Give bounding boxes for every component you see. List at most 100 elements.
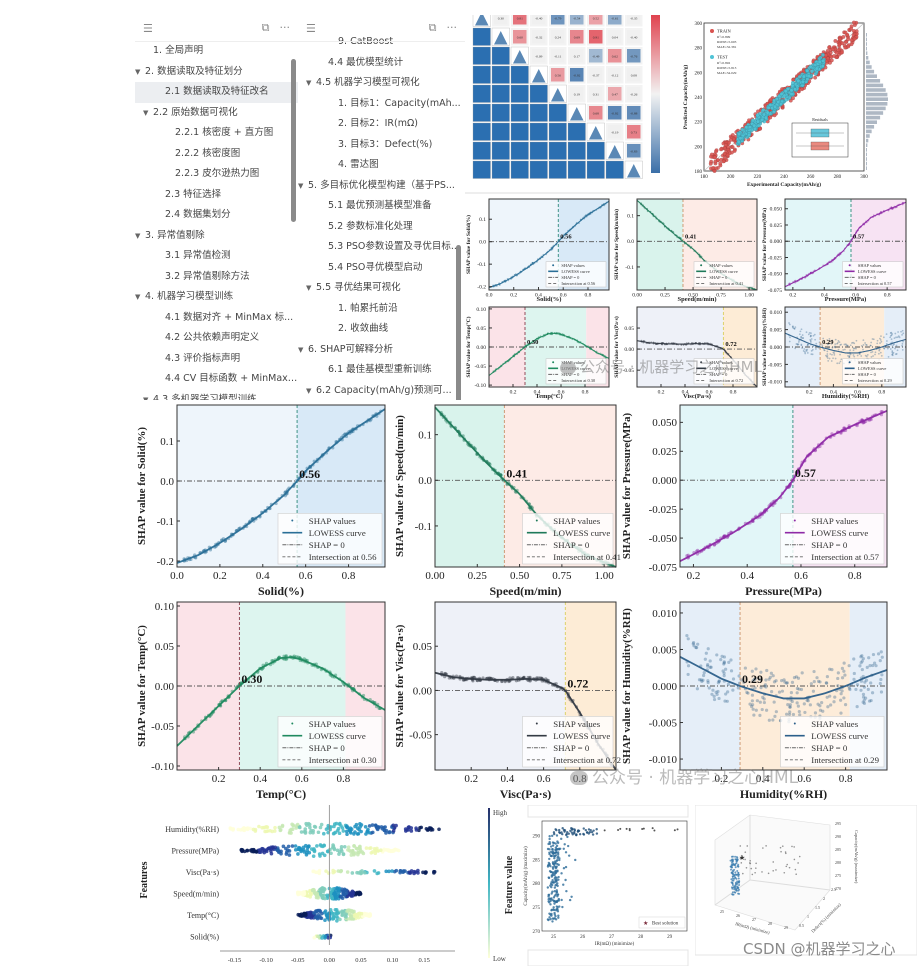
outline-item-label: 6. SHAP可解释分析 — [308, 343, 393, 355]
outline-item[interactable]: 2. 目标2：IR(mΩ) — [298, 114, 465, 135]
svg-text:LOWESS curve: LOWESS curve — [553, 731, 610, 741]
outline-item[interactable]: 3. 目标3：Defect(%) — [298, 135, 465, 156]
more-icon[interactable]: ··· — [279, 21, 291, 34]
outline-item[interactable]: ▼ 2. 数据读取及特征划分 — [135, 62, 298, 83]
caret-down-icon[interactable]: ▼ — [298, 181, 304, 190]
svg-text:SHAP values: SHAP values — [858, 360, 882, 365]
copy-icon[interactable]: ⧉ — [261, 21, 270, 34]
outline-item-label: 2. 目标2：IR(mΩ) — [338, 118, 418, 129]
svg-text:-0.35: -0.35 — [630, 16, 638, 20]
outline-item[interactable]: 2.2.1 核密度 + 直方图 — [135, 123, 298, 144]
caret-down-icon[interactable]: ▼ — [298, 345, 304, 354]
svg-text:0.4: 0.4 — [501, 773, 515, 785]
outline-item[interactable]: ▼ 2.2 原始数据可视化 — [135, 103, 298, 124]
outline-item[interactable]: ▼ 3. 异常值剔除 — [135, 226, 298, 247]
svg-text:-0.54: -0.54 — [573, 16, 581, 20]
svg-text:0.91: 0.91 — [593, 35, 599, 39]
svg-text:Visc(Pa·s): Visc(Pa·s) — [500, 787, 552, 800]
svg-text:200: 200 — [695, 145, 703, 150]
outline-item[interactable]: 9. CatBoost — [298, 32, 465, 53]
caret-down-icon[interactable]: ▼ — [135, 67, 141, 76]
outline-item[interactable]: 4.4 最优模型统计 — [298, 53, 465, 74]
outline-item[interactable]: ▼ 5. 多目标优化模型构建（基于PS... — [298, 176, 465, 197]
outline-item[interactable]: 4.4 CV 目标函数 + MinMax ... — [135, 369, 298, 390]
list-icon[interactable]: ☰ — [143, 21, 153, 35]
caret-down-icon[interactable]: ▼ — [135, 293, 141, 301]
outline-item[interactable]: 2.1 数据读取及特征改名 — [135, 82, 298, 103]
outline-item-label: 2.4 数据集划分 — [165, 209, 231, 220]
svg-text:0.4: 0.4 — [682, 390, 689, 396]
outline-item[interactable]: ▼ 4. 机器学习模型训练 — [135, 287, 298, 308]
outline-item[interactable]: 2. 收敛曲线 — [298, 319, 465, 340]
scrollbar[interactable] — [291, 59, 296, 222]
list-icon[interactable]: ☰ — [306, 21, 316, 35]
svg-text:SHAP values: SHAP values — [709, 263, 733, 268]
outline-item[interactable]: 2.4 数据集划分 — [135, 205, 298, 226]
svg-text:R²=0.899: R²=0.899 — [717, 35, 730, 39]
caret-down-icon[interactable]: ▼ — [143, 395, 149, 402]
svg-text:0.6: 0.6 — [299, 570, 313, 582]
outline-item[interactable]: 5.4 PSO寻优模型启动 — [298, 258, 465, 279]
svg-text:SHAP value for Temp(°C): SHAP value for Temp(°C) — [465, 316, 472, 377]
outline-item[interactable]: ▼ 5.5 寻优结果可视化 — [298, 278, 465, 299]
outline-item[interactable]: 1. 目标1：Capacity(mAh... — [298, 94, 465, 115]
outline-item[interactable]: 4. 雷达图 — [298, 155, 465, 176]
svg-text:LOWESS curve: LOWESS curve — [309, 528, 366, 538]
svg-text:0.2: 0.2 — [658, 390, 665, 396]
svg-text:Speed(m/min): Speed(m/min) — [678, 296, 717, 303]
caret-down-icon[interactable]: ▼ — [306, 79, 312, 87]
svg-text:Solid(%): Solid(%) — [258, 584, 304, 598]
outline-item[interactable]: 3.1 异常值检测 — [135, 246, 298, 267]
svg-text:Speed(m/min): Speed(m/min) — [490, 584, 562, 598]
outline-item[interactable]: ▼ 6. SHAP可解释分析 — [298, 340, 465, 361]
caret-down-icon[interactable]: ▼ — [306, 386, 312, 395]
outline-item[interactable]: ▼ 4.3 多机器学习模型训练 — [135, 390, 298, 402]
outline-item[interactable]: 5.2 参数标准化处理 — [298, 217, 465, 238]
outline-item[interactable]: 3.2 异常值剔除方法 — [135, 267, 298, 288]
svg-text:0.0: 0.0 — [418, 475, 432, 487]
outline-item[interactable]: 4.1 数据对齐 + MinMax 标... — [135, 308, 298, 329]
svg-text:280: 280 — [695, 47, 703, 52]
svg-text:0.2: 0.2 — [715, 773, 729, 785]
scrollbar[interactable] — [456, 245, 461, 401]
outline-item[interactable]: 6.1 最佳基模型重新训练 — [298, 360, 465, 381]
copy-icon[interactable]: ⧉ — [428, 21, 437, 34]
svg-text:0.2: 0.2 — [212, 773, 226, 785]
pair-scatter-cell — [491, 122, 510, 141]
outline-item[interactable]: 2.3 特征选择 — [135, 185, 298, 206]
caret-down-icon[interactable]: ▼ — [143, 108, 149, 117]
feature-label: Humidity(%RH) — [165, 825, 219, 834]
svg-text:0.31: 0.31 — [593, 92, 599, 96]
outline-item[interactable]: 5.3 PSO参数设置及寻优目标... — [298, 237, 465, 258]
outline-item[interactable]: 4.2 公共依赖声明定义 — [135, 328, 298, 349]
caret-down-icon[interactable]: ▼ — [306, 284, 312, 292]
pair-scatter-cell — [472, 141, 491, 160]
feature-label: Solid(%) — [190, 933, 219, 942]
outline-item[interactable]: 4.3 评价指标声明 — [135, 349, 298, 370]
svg-text:Humidity(%RH): Humidity(%RH) — [822, 393, 869, 400]
outline-item[interactable]: 5.1 最优预测基模型准备 — [298, 196, 465, 217]
svg-text:Predicted Capacity(mAh/g): Predicted Capacity(mAh/g) — [682, 65, 689, 130]
outline-item[interactable]: 2.2.3 皮尔逊热力图 — [135, 164, 298, 185]
caret-down-icon[interactable]: ▼ — [135, 231, 141, 240]
pair-scatter-cell — [472, 84, 491, 103]
svg-text:SHAP values: SHAP values — [309, 719, 356, 729]
svg-text:0.8: 0.8 — [342, 570, 356, 582]
svg-text:-0.10: -0.10 — [259, 957, 273, 964]
svg-text:27: 27 — [752, 917, 756, 922]
outline-item[interactable]: 2.2.2 核密度图 — [135, 144, 298, 165]
more-icon[interactable]: ··· — [446, 21, 458, 34]
svg-text:-0.92: -0.92 — [573, 73, 581, 77]
svg-text:0.4: 0.4 — [821, 293, 828, 299]
outline-item[interactable]: ▼ 6.2 Capacity(mAh/g)预测可... — [298, 381, 465, 402]
outline-item[interactable]: 1. 帕累托前沿 — [298, 299, 465, 320]
outline-item[interactable]: 1. 全局声明 — [135, 41, 298, 62]
svg-text:SHAP values: SHAP values — [709, 360, 733, 365]
svg-text:-0.10: -0.10 — [151, 761, 174, 773]
svg-text:290: 290 — [533, 834, 541, 839]
svg-text:0.8: 0.8 — [884, 293, 891, 299]
svg-text:SHAP value for Pressure(MPa): SHAP value for Pressure(MPa) — [621, 412, 633, 559]
svg-text:0.47: 0.47 — [612, 92, 618, 96]
outline-item[interactable]: ▼ 4.5 机器学习模型可视化 — [298, 73, 465, 94]
svg-text:27: 27 — [609, 935, 615, 940]
